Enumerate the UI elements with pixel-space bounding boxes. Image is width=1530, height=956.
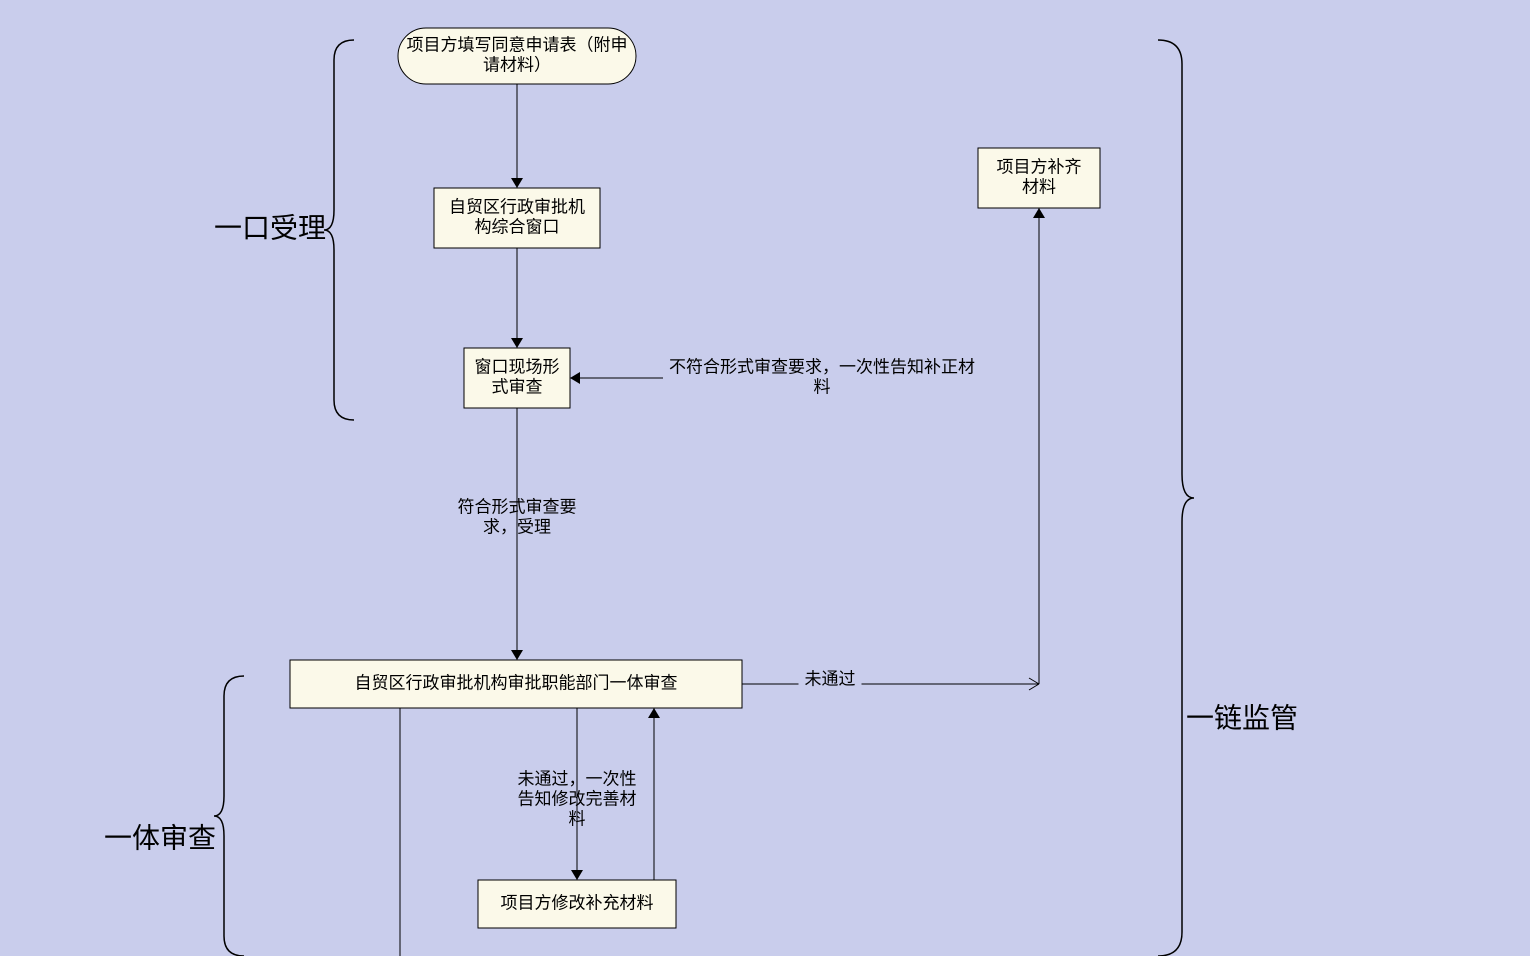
flow-node-n3: 窗口现场形式审查 — [464, 348, 570, 408]
edge-label: 求，受理 — [483, 517, 551, 536]
flow-node-n4: 项目方补齐材料 — [978, 148, 1100, 208]
group-label: 一口受理 — [214, 212, 326, 243]
group-brace — [324, 40, 354, 420]
edge-label: 料 — [569, 809, 586, 828]
flow-node-n2: 自贸区行政审批机构综合窗口 — [434, 188, 600, 248]
flow-node-label: 项目方修改补充材料 — [501, 893, 654, 912]
flow-node-label: 自贸区行政审批机构审批职能部门一体审查 — [355, 673, 678, 692]
group-brace — [1158, 40, 1194, 956]
flow-node-label: 项目方补齐 — [997, 157, 1082, 176]
edge-label: 不符合形式审查要求，一次性告知补正材 — [669, 357, 975, 376]
flow-node-label: 项目方填写同意申请表（附申 — [407, 35, 628, 54]
flow-node-label: 式审查 — [492, 377, 543, 396]
edge-label: 告知修改完善材 — [518, 789, 637, 808]
flow-node-label: 构综合窗口 — [475, 217, 560, 236]
nodes-layer: 项目方填写同意申请表（附申请材料）自贸区行政审批机构综合窗口窗口现场形式审查项目… — [290, 28, 1100, 928]
flow-node-n5: 自贸区行政审批机构审批职能部门一体审查 — [290, 660, 742, 708]
edge-labels-layer: 符合形式审查要求，受理未通过，一次性告知修改完善材料未通过不符合形式审查要求，一… — [458, 355, 982, 828]
edge-label: 未通过 — [805, 669, 856, 688]
groups-layer: 一口受理一体审查 一链监管 — [104, 40, 1298, 956]
edge-label: 料 — [814, 377, 831, 396]
group-label: 一体审查 — [104, 822, 216, 853]
flow-node-label: 材料 — [1022, 177, 1056, 196]
group-label: 一链监管 — [1186, 702, 1298, 733]
group-brace — [214, 676, 244, 956]
flow-node-label: 窗口现场形 — [475, 357, 560, 376]
flow-node-n6: 项目方修改补充材料 — [478, 880, 676, 928]
flow-node-label: 自贸区行政审批机 — [449, 197, 585, 216]
flow-node-label: 请材料） — [483, 55, 551, 74]
edge-label: 符合形式审查要 — [458, 497, 577, 516]
flowchart-canvas: 符合形式审查要求，受理未通过，一次性告知修改完善材料未通过不符合形式审查要求，一… — [0, 0, 1530, 956]
edge-label: 未通过，一次性 — [518, 769, 637, 788]
flow-node-n1: 项目方填写同意申请表（附申请材料） — [398, 28, 636, 84]
